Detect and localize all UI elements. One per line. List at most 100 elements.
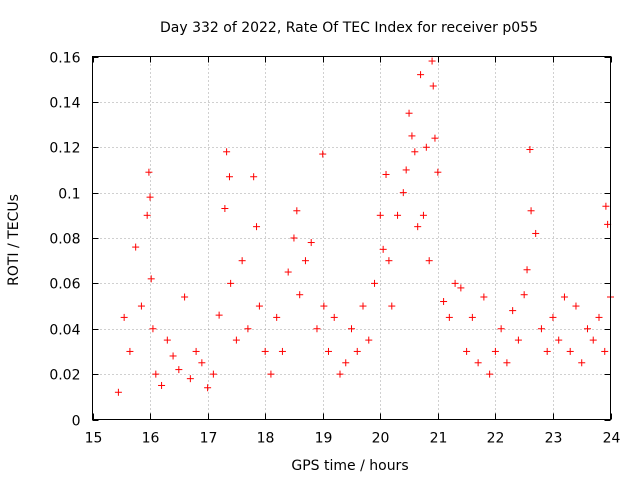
x-tick-label: 16	[142, 431, 160, 447]
y-tick-label: 0.12	[49, 141, 80, 157]
data-point	[342, 359, 350, 367]
data-point	[405, 109, 413, 117]
data-point	[578, 359, 586, 367]
data-point	[114, 388, 122, 396]
data-point	[273, 313, 281, 321]
y-tick-label: 0	[72, 414, 81, 430]
data-point	[147, 275, 155, 283]
data-point	[408, 132, 416, 140]
data-point	[491, 347, 499, 355]
data-point	[399, 189, 407, 197]
data-point	[589, 336, 597, 344]
data-point	[152, 370, 160, 378]
data-point	[126, 347, 134, 355]
data-point	[376, 211, 384, 219]
data-point	[319, 150, 327, 158]
data-point	[382, 170, 390, 178]
data-point	[238, 257, 246, 265]
data-point	[480, 293, 488, 301]
y-tick-label: 0.1	[58, 187, 80, 203]
data-point	[503, 359, 511, 367]
y-tick-label: 0.14	[49, 96, 80, 112]
data-point	[543, 347, 551, 355]
data-point	[348, 325, 355, 333]
data-point	[497, 325, 505, 333]
data-point	[163, 336, 171, 344]
data-point	[526, 146, 534, 154]
data-point	[428, 57, 436, 65]
data-point	[267, 370, 275, 378]
data-point	[549, 313, 557, 321]
data-point	[359, 302, 367, 310]
data-point	[388, 302, 396, 310]
data-point	[293, 207, 301, 215]
data-point	[221, 205, 229, 213]
x-tick-label: 15	[85, 431, 103, 447]
grid-lines	[92, 56, 611, 420]
data-point	[425, 257, 433, 265]
data-point	[394, 211, 402, 219]
x-tick-label: 23	[545, 431, 563, 447]
data-point	[468, 313, 476, 321]
data-point	[537, 325, 545, 333]
data-point	[232, 336, 240, 344]
data-point	[379, 245, 387, 253]
data-point	[290, 234, 298, 242]
data-point	[604, 220, 612, 228]
data-point	[411, 148, 419, 156]
data-point	[296, 291, 304, 299]
x-tick-label: 21	[430, 431, 448, 447]
y-tick-label: 0.06	[49, 277, 80, 293]
y-tick-label: 0.02	[49, 368, 80, 384]
data-point	[429, 82, 437, 90]
data-point	[474, 359, 482, 367]
data-point	[284, 268, 292, 276]
data-point	[137, 302, 145, 310]
chart-title: Day 332 of 2022, Rate Of TEC Index for r…	[160, 20, 538, 36]
data-point	[417, 71, 425, 79]
data-point	[445, 313, 453, 321]
data-point	[365, 336, 373, 344]
data-point	[198, 359, 206, 367]
data-point	[181, 293, 189, 301]
data-point	[385, 257, 393, 265]
data-point	[223, 148, 231, 156]
data-point	[250, 173, 258, 181]
data-point	[336, 370, 344, 378]
data-point	[509, 307, 517, 315]
data-point	[320, 302, 328, 310]
x-tick-label: 18	[257, 431, 275, 447]
data-point	[330, 313, 338, 321]
data-point	[204, 384, 212, 392]
data-point	[419, 211, 427, 219]
y-tick-labels: 0 0.02 0.04 0.06 0.08 0.1 0.12 0.14 0.16	[49, 51, 80, 430]
data-point	[371, 279, 379, 287]
data-point	[158, 381, 166, 389]
data-point	[149, 325, 157, 333]
data-point	[422, 143, 430, 151]
data-point	[186, 375, 194, 383]
data-point	[532, 229, 540, 237]
x-tick-label: 19	[315, 431, 333, 447]
data-point	[523, 266, 531, 274]
data-point	[514, 336, 522, 344]
y-tick-label: 0.04	[49, 323, 80, 339]
data-point	[434, 168, 442, 176]
data-point	[486, 370, 494, 378]
data-point	[209, 370, 217, 378]
data-point	[227, 279, 235, 287]
data-point	[431, 134, 439, 142]
data-point	[120, 313, 128, 321]
data-point	[192, 347, 200, 355]
y-tick-label: 0.08	[49, 232, 80, 248]
data-point	[253, 223, 261, 231]
data-point	[145, 168, 153, 176]
x-tick-label: 20	[372, 431, 390, 447]
x-tick-label: 24	[603, 431, 621, 447]
data-point	[255, 302, 263, 310]
plot-frame	[92, 56, 611, 420]
data-point	[169, 352, 177, 360]
data-point	[143, 211, 151, 219]
data-point	[353, 347, 361, 355]
